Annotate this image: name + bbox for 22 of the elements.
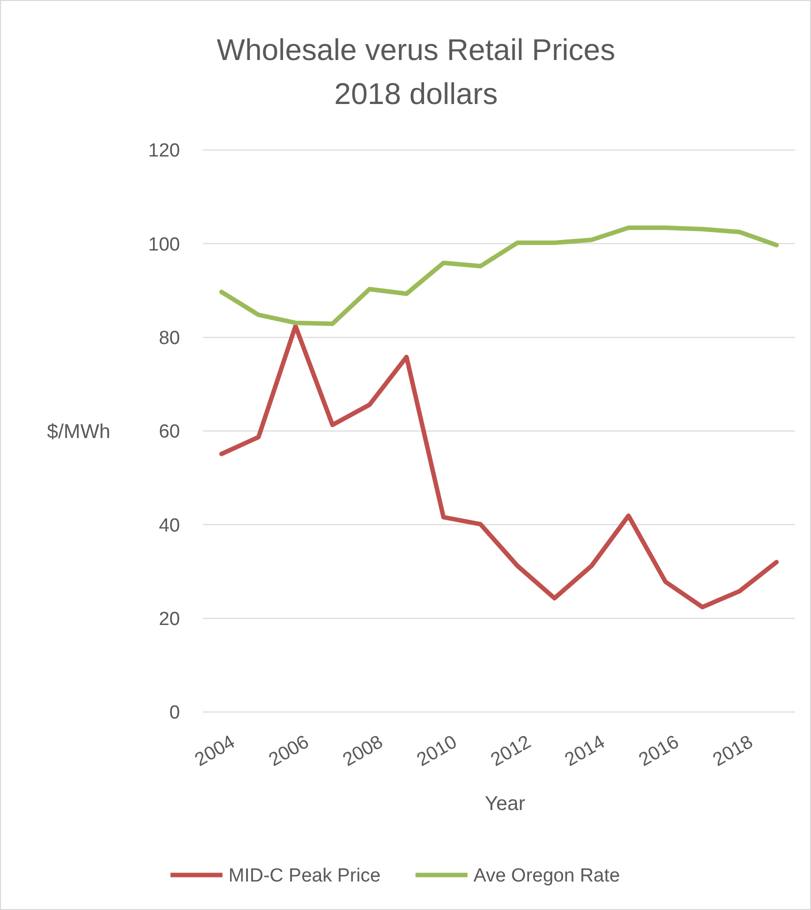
y-tick-label: 60 xyxy=(158,422,180,443)
y-tick-label: 120 xyxy=(148,140,180,162)
y-tick-label: 40 xyxy=(158,515,180,536)
legend-label: MID-C Peak Price xyxy=(228,866,381,887)
x-tick-label: 2008 xyxy=(340,732,387,771)
line-series xyxy=(219,225,779,326)
x-tick-label: 2016 xyxy=(636,732,683,771)
y-tick-label: 100 xyxy=(148,234,180,256)
legend-label: Ave Oregon Rate xyxy=(474,866,620,887)
x-tick-label: 2012 xyxy=(488,732,535,771)
y-tick-label: 80 xyxy=(158,328,180,349)
x-axis-title: Year xyxy=(484,793,526,815)
x-tick-label: 2004 xyxy=(192,731,240,771)
chart-title: Wholesale verus Retail Prices 2018 dollars xyxy=(216,34,616,111)
x-tick-label: 2018 xyxy=(710,732,757,771)
y-tick-label: 0 xyxy=(169,702,180,724)
y-tick-label: 20 xyxy=(158,608,180,630)
x-tick-label: 2006 xyxy=(266,732,313,771)
line-series xyxy=(219,324,779,610)
x-tick-label: 2010 xyxy=(414,732,461,771)
x-tick-label: 2014 xyxy=(562,731,610,771)
y-axis-title: $/MWh xyxy=(47,421,110,443)
